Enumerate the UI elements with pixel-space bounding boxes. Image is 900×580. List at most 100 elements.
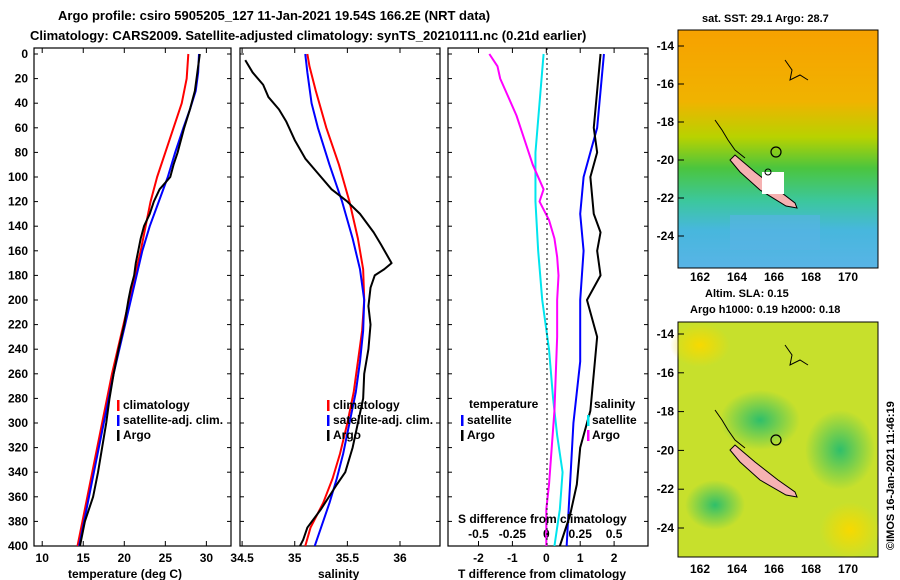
legend-satellite: satellite-adj. clim. bbox=[123, 413, 223, 427]
s-x-tick-label: 0.5 bbox=[606, 527, 623, 541]
legend-swatch-climatology bbox=[117, 400, 120, 411]
y-tick-label: 60 bbox=[15, 121, 29, 135]
series-line-temperature-satellite bbox=[565, 53, 605, 546]
sla-high-blob bbox=[670, 323, 730, 367]
header-line-2: Climatology: CARS2009. Satellite-adjuste… bbox=[30, 28, 586, 43]
sla-map-title-1: Altim. SLA: 0.15 bbox=[705, 288, 789, 300]
x-tick-label: 2 bbox=[611, 551, 618, 565]
sla-low-blob bbox=[805, 410, 875, 490]
legend-temperature-title: temperature bbox=[469, 397, 539, 411]
difference-legend-temperature: temperature satellite Argo bbox=[461, 397, 539, 442]
legend-t-satellite: satellite bbox=[467, 413, 512, 427]
difference-series bbox=[488, 53, 605, 546]
x-tick-label: -1 bbox=[507, 551, 518, 565]
lat-tick-label: -14 bbox=[657, 327, 675, 341]
y-tick-label: 180 bbox=[8, 268, 28, 282]
argo-position-inner bbox=[764, 168, 772, 176]
lon-tick-label: 162 bbox=[690, 270, 710, 284]
header-line-1: Argo profile: csiro 5905205_127 11-Jan-2… bbox=[58, 8, 490, 23]
series-line-salinity-satellite bbox=[534, 53, 564, 546]
sst-lat-axis: -14 -16 -18 -20 -22 -24 bbox=[657, 39, 684, 243]
series-line-salinity-argo bbox=[488, 53, 560, 546]
series-line-climatology bbox=[304, 53, 366, 546]
sst-map bbox=[677, 29, 879, 269]
sla-map bbox=[670, 321, 880, 558]
legend-swatch-satellite bbox=[117, 415, 120, 426]
temperature-axis-label: temperature (deg C) bbox=[68, 567, 182, 580]
lat-tick-label: -16 bbox=[657, 366, 675, 380]
legend-swatch-s-satellite bbox=[587, 415, 590, 426]
y-tick-label: 0 bbox=[21, 47, 28, 61]
x-tick-label: -2 bbox=[473, 551, 484, 565]
x-tick-label: 36 bbox=[393, 551, 407, 565]
legend-climatology: climatology bbox=[333, 398, 400, 412]
x-tick-label: 15 bbox=[77, 551, 91, 565]
legend-climatology: climatology bbox=[123, 398, 190, 412]
legend-swatch-climatology bbox=[327, 400, 330, 411]
y-tick-label: 220 bbox=[8, 318, 28, 332]
sla-map-title-2: Argo h1000: 0.19 h2000: 0.18 bbox=[690, 304, 840, 316]
y-tick-label: 200 bbox=[8, 293, 28, 307]
x-tick-label: 35 bbox=[288, 551, 302, 565]
series-line-argo bbox=[244, 59, 393, 546]
legend-swatch-s-argo bbox=[587, 430, 590, 441]
sla-high-blob bbox=[820, 502, 880, 558]
reef-outline bbox=[714, 119, 746, 159]
salinity-plot-frame bbox=[239, 47, 441, 547]
y-tick-label: 360 bbox=[8, 490, 28, 504]
lat-tick-label: -18 bbox=[657, 405, 675, 419]
s-x-tick-label: -0.25 bbox=[499, 527, 527, 541]
s-difference-label: S difference from climatology bbox=[458, 512, 627, 526]
legend-s-argo: Argo bbox=[592, 428, 620, 442]
y-tick-label: 260 bbox=[8, 367, 28, 381]
legend-salinity-title: salinity bbox=[594, 397, 636, 411]
temperature-plot-frame bbox=[33, 47, 232, 547]
vanuatu-outline bbox=[784, 59, 809, 81]
y-tick-label: 300 bbox=[8, 416, 28, 430]
legend-argo: Argo bbox=[123, 428, 151, 442]
sla-low-blob bbox=[720, 390, 800, 450]
x-tick-label: 10 bbox=[36, 551, 50, 565]
lon-tick-label: 170 bbox=[838, 562, 858, 576]
lat-tick-label: -22 bbox=[657, 482, 675, 496]
lon-tick-label: 166 bbox=[764, 270, 784, 284]
difference-x-axis: -2 -1 0 1 2-0.5 -0.25 0 0.25 0.5 bbox=[468, 48, 623, 565]
y-tick-label: 160 bbox=[8, 244, 28, 258]
argo-position-marker bbox=[770, 146, 782, 158]
sst-land-mask bbox=[762, 172, 784, 194]
legend-satellite: satellite-adj. clim. bbox=[333, 413, 433, 427]
lon-tick-label: 164 bbox=[727, 270, 747, 284]
y-tick-label: 140 bbox=[8, 219, 28, 233]
y-tick-label: 340 bbox=[8, 465, 28, 479]
y-tick-label: 120 bbox=[8, 195, 28, 209]
lat-tick-label: -22 bbox=[657, 191, 675, 205]
legend-swatch-satellite bbox=[327, 415, 330, 426]
x-tick-label: 1 bbox=[577, 551, 584, 565]
lat-tick-label: -24 bbox=[657, 521, 675, 535]
legend-s-satellite: satellite bbox=[592, 413, 637, 427]
sst-blue-patch bbox=[730, 215, 820, 250]
lat-tick-label: -18 bbox=[657, 115, 675, 129]
series-line-argo bbox=[78, 53, 201, 546]
lon-tick-label: 168 bbox=[801, 270, 821, 284]
series-line-satellite-adj-clim- bbox=[304, 53, 366, 546]
lon-tick-label: 164 bbox=[727, 562, 747, 576]
x-tick-label: 20 bbox=[118, 551, 132, 565]
y-tick-label: 40 bbox=[15, 96, 29, 110]
salinity-axis-label: salinity bbox=[318, 567, 360, 580]
sst-map-title: sat. SST: 29.1 Argo: 28.7 bbox=[702, 13, 829, 25]
vanuatu-outline bbox=[784, 344, 809, 366]
y-tick-label: 400 bbox=[8, 539, 28, 553]
sla-lat-axis: -14 -16 -18 -20 -22 -24 bbox=[657, 327, 684, 535]
y-tick-label: 20 bbox=[15, 72, 29, 86]
temperature-legend: climatology satellite-adj. clim. Argo bbox=[117, 398, 223, 442]
lon-tick-label: 168 bbox=[801, 562, 821, 576]
lat-tick-label: -24 bbox=[657, 229, 675, 243]
legend-t-argo: Argo bbox=[467, 428, 495, 442]
lon-tick-label: 170 bbox=[838, 270, 858, 284]
y-tick-label: 320 bbox=[8, 441, 28, 455]
difference-legend-salinity: salinity satellite Argo bbox=[587, 397, 637, 442]
x-tick-label: 25 bbox=[159, 551, 173, 565]
s-x-tick-label: 0.25 bbox=[569, 527, 593, 541]
